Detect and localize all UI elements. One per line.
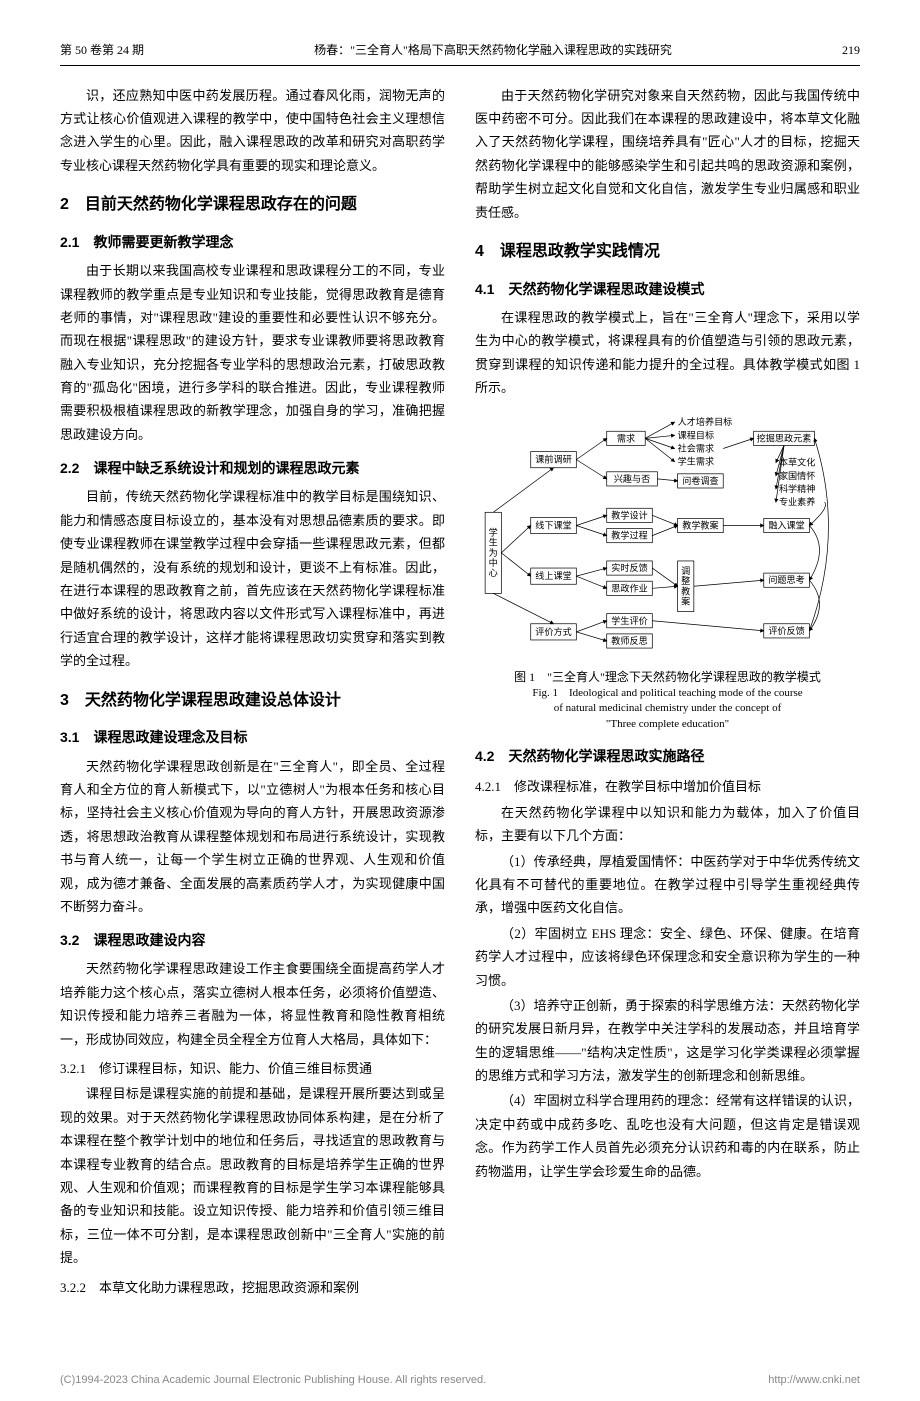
svg-text:社会需求: 社会需求 [678, 443, 714, 454]
para: 天然药物化学课程思政创新是在"三全育人"，即全员、全过程育人和全方位的育人新模式… [60, 755, 445, 919]
para: （2）牢固树立 EHS 理念：安全、绿色、环保、健康。在培育药学人才过程中，应该… [475, 922, 860, 992]
svg-text:家国情怀: 家国情怀 [779, 470, 815, 481]
heading-4-1: 4.1 天然药物化学课程思政建设模式 [475, 277, 860, 302]
para: （4）牢固树立科学合理用药的理念：经常有这样错误的认识，决定中药或中成药多吃、乱… [475, 1089, 860, 1183]
figure-caption-en: of natural medicinal chemistry under the… [475, 701, 860, 716]
columns: 识，还应熟知中医中药发展历程。通过春风化雨，润物无声的方式让核心价值观进入课程的… [60, 84, 860, 1301]
svg-text:专业素养: 专业素养 [779, 497, 815, 508]
svg-text:中: 中 [489, 557, 498, 568]
svg-text:融入课堂: 融入课堂 [768, 520, 804, 531]
svg-text:课程目标: 课程目标 [678, 430, 714, 441]
heading-4-2-1: 4.2.1 修改课程标准，在教学目标中增加价值目标 [475, 775, 860, 798]
svg-text:教学设计: 教学设计 [611, 510, 647, 521]
svg-text:课前调研: 课前调研 [535, 454, 571, 465]
svg-text:问题思考: 问题思考 [768, 575, 804, 586]
para: 在课程思政的教学模式上，旨在"三全育人"理念下，采用以学生为中心的教学模式，将课… [475, 306, 860, 400]
svg-text:思政作业: 思政作业 [611, 583, 647, 594]
heading-2-2: 2.2 课程中缺乏系统设计和规划的课程思政元素 [60, 456, 445, 481]
figure-1: 学生为中心 课前调研线下课堂线上课堂评价方式 需求兴趣与否教学设计教学过程实时反馈思… [475, 411, 860, 732]
page-footer: (C)1994-2023 China Academic Journal Elec… [0, 1361, 920, 1401]
svg-text:需求: 需求 [617, 433, 635, 444]
para: 在天然药物化学课程中以知识和能力为载体，加入了价值目标，主要有以下几个方面： [475, 801, 860, 848]
heading-3-2: 3.2 课程思政建设内容 [60, 928, 445, 953]
svg-text:线下课堂: 线下课堂 [535, 520, 571, 531]
svg-text:为: 为 [489, 547, 498, 558]
diagram-svg: 学生为中心 课前调研线下课堂线上课堂评价方式 需求兴趣与否教学设计教学过程实时反馈思… [475, 411, 860, 654]
footer-right: http://www.cnki.net [768, 1371, 860, 1391]
svg-text:问卷调查: 问卷调查 [682, 475, 718, 486]
svg-text:线上课堂: 线上课堂 [535, 571, 571, 582]
svg-text:教学教案: 教学教案 [682, 520, 718, 531]
svg-text:兴趣与否: 兴趣与否 [614, 473, 650, 484]
footer-left: (C)1994-2023 China Academic Journal Elec… [60, 1371, 486, 1391]
svg-text:人才培养目标: 人才培养目标 [678, 417, 733, 428]
figure-caption-en: Fig. 1 Ideological and political teachin… [475, 686, 860, 701]
svg-text:科学精神: 科学精神 [779, 484, 815, 495]
figure-caption-en: "Three complete education" [475, 717, 860, 732]
svg-text:调: 调 [681, 567, 690, 577]
heading-4-2: 4.2 天然药物化学课程思政实施路径 [475, 744, 860, 769]
svg-text:案: 案 [681, 596, 690, 607]
para: （3）培养守正创新，勇于探索的科学思维方法：天然药物化学的研究发展日新月异，在教… [475, 994, 860, 1088]
svg-text:教师反思: 教师反思 [611, 636, 647, 647]
heading-3-1: 3.1 课程思政建设理念及目标 [60, 725, 445, 750]
para: 由于长期以来我国高校专业课程和思政课程分工的不同，专业课程教师的教学重点是专业知… [60, 259, 445, 446]
figure-caption-zh: 图 1 "三全育人"理念下天然药物化学课程思政的教学模式 [475, 668, 860, 686]
left-column: 识，还应熟知中医中药发展历程。通过春风化雨，润物无声的方式让核心价值观进入课程的… [60, 84, 445, 1301]
page: 第 50 卷第 24 期 杨春："三全育人"格局下高职天然药物化学融入课程思政的… [0, 0, 920, 1331]
svg-text:学生需求: 学生需求 [678, 456, 714, 467]
svg-text:整: 整 [681, 576, 690, 587]
header-center: 杨春："三全育人"格局下高职天然药物化学融入课程思政的实践研究 [314, 40, 672, 62]
heading-3-2-1: 3.2.1 修订课程目标，知识、能力、价值三维目标贯通 [60, 1057, 445, 1080]
heading-2: 2 目前天然药物化学课程思政存在的问题 [60, 191, 445, 220]
header-left: 第 50 卷第 24 期 [60, 40, 144, 62]
page-header: 第 50 卷第 24 期 杨春："三全育人"格局下高职天然药物化学融入课程思政的… [60, 40, 860, 66]
svg-text:评价反馈: 评价反馈 [768, 625, 804, 636]
svg-text:学: 学 [489, 527, 498, 538]
para: 识，还应熟知中医中药发展历程。通过春风化雨，润物无声的方式让核心价值观进入课程的… [60, 84, 445, 178]
right-column: 由于天然药物化学研究对象来自天然药物，因此与我国传统中医中药密不可分。因此我们在… [475, 84, 860, 1301]
svg-text:本草文化: 本草文化 [779, 457, 815, 468]
svg-text:评价方式: 评价方式 [535, 626, 571, 637]
svg-text:生: 生 [489, 537, 498, 548]
heading-4: 4 课程思政教学实践情况 [475, 238, 860, 267]
para: 目前，传统天然药物化学课程标准中的教学目标是围绕知识、能力和情感态度目标设立的，… [60, 485, 445, 672]
svg-text:教: 教 [681, 586, 690, 597]
para: 课程目标是课程实施的前提和基础，是课程开展所要达到或呈现的效果。对于天然药物化学… [60, 1082, 445, 1269]
para: 天然药物化学课程思政建设工作主食要围绕全面提高药学人才培养能力这个核心点，落实立… [60, 957, 445, 1051]
heading-3: 3 天然药物化学课程思政建设总体设计 [60, 687, 445, 716]
svg-text:挖掘思政元素: 挖掘思政元素 [757, 433, 812, 444]
svg-text:心: 心 [489, 569, 498, 579]
para: 由于天然药物化学研究对象来自天然药物，因此与我国传统中医中药密不可分。因此我们在… [475, 84, 860, 224]
svg-text:教学过程: 教学过程 [611, 530, 647, 541]
header-right: 219 [842, 40, 860, 62]
svg-text:实时反馈: 实时反馈 [611, 563, 647, 574]
svg-text:学生评价: 学生评价 [611, 615, 647, 626]
heading-2-1: 2.1 教师需要更新教学理念 [60, 230, 445, 255]
para: （1）传承经典，厚植爱国情怀：中医药学对于中华优秀传统文化具有不可替代的重要地位… [475, 850, 860, 920]
heading-3-2-2: 3.2.2 本草文化助力课程思政，挖掘思政资源和案例 [60, 1276, 445, 1299]
